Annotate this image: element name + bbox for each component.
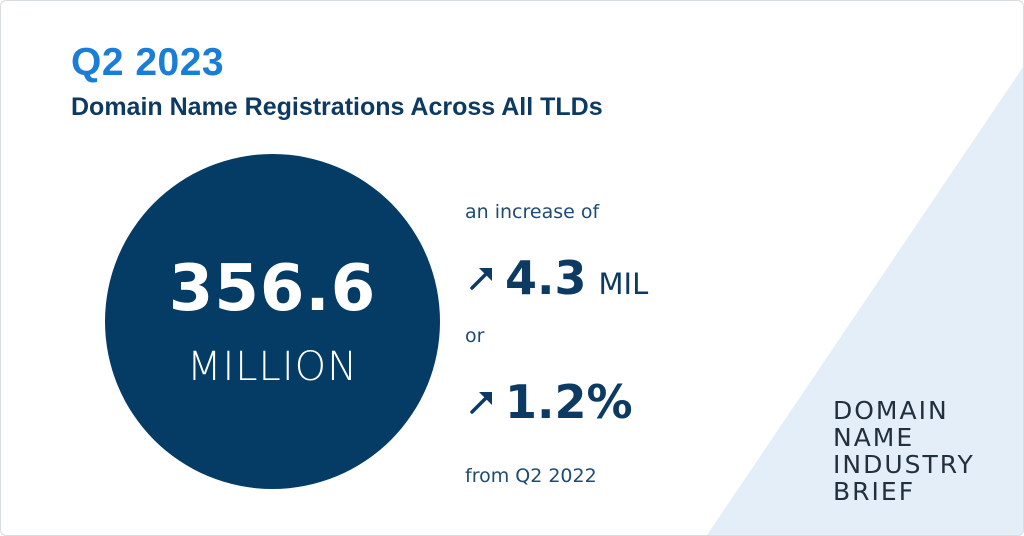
arrow-up-right-icon xyxy=(470,392,492,414)
brand-line: NAME xyxy=(833,423,915,452)
page-subtitle: Domain Name Registrations Across All TLD… xyxy=(71,93,603,121)
percent-increase-value: 1.2% xyxy=(505,375,633,429)
brand-wordmark: DOMAIN NAME INDUSTRY BRIEF xyxy=(833,397,975,505)
total-unit: MILLION xyxy=(186,344,359,390)
arrow-up-right-icon xyxy=(470,268,492,290)
brand-line: INDUSTRY xyxy=(833,450,975,479)
brand-line: DOMAIN xyxy=(833,396,949,425)
comparison-period: from Q2 2022 xyxy=(465,465,597,487)
brand-line: BRIEF xyxy=(833,477,916,506)
absolute-increase-unit: MIL xyxy=(598,267,649,301)
total-number: 356.6 xyxy=(168,252,377,326)
absolute-increase-value: 4.3 xyxy=(505,251,587,305)
total-circle: 356.6 MILLION xyxy=(105,154,440,489)
absolute-increase: 4.3 MIL xyxy=(467,251,648,305)
increase-intro: an increase of xyxy=(465,201,600,223)
page-title: Q2 2023 xyxy=(71,41,225,84)
connector-text: or xyxy=(465,325,485,347)
percent-increase: 1.2% xyxy=(467,375,633,429)
